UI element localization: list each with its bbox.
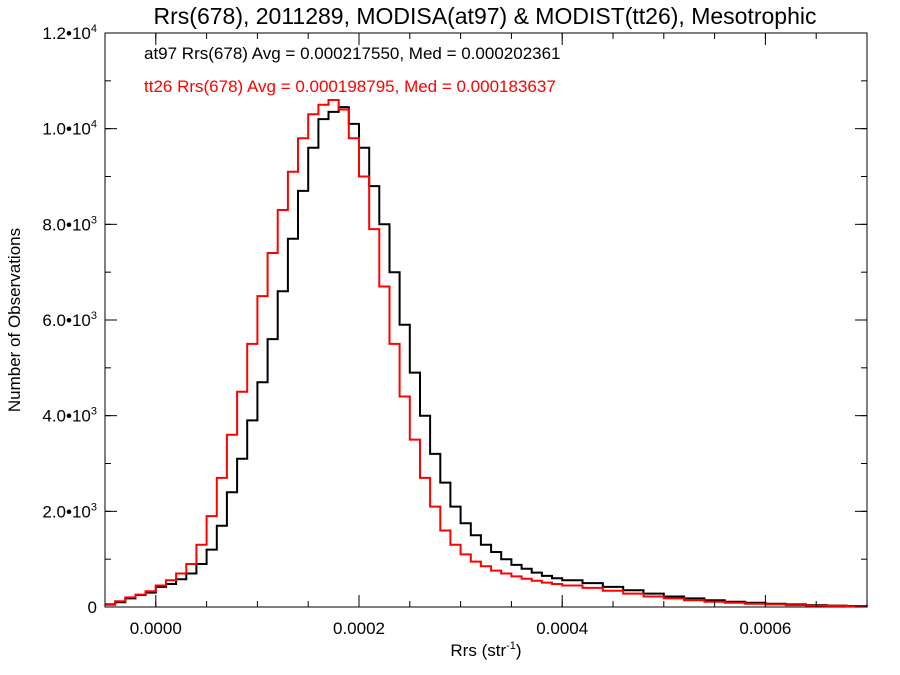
x-tick-label: 0.0002 xyxy=(333,619,385,638)
y-tick-labels: 0 2.0•103 4.0•103 6.0•103 8.0•103 1.0•104 1.2•… xyxy=(42,23,97,617)
series-layer xyxy=(105,99,868,608)
x-axis-label-sup: -1 xyxy=(506,640,516,652)
x-axis-label-base: Rrs (str xyxy=(450,641,506,660)
plot-frame xyxy=(104,32,868,608)
y-tick-label: 1.0•104 xyxy=(42,119,97,139)
plot-area xyxy=(104,32,868,608)
x-tick-labels: 0.0000 0.0002 0.0004 0.0006 xyxy=(130,619,792,638)
annotation-tt26: tt26 Rrs(678) Avg = 0.000198795, Med = 0… xyxy=(144,77,556,96)
series-line-1 xyxy=(105,99,868,608)
series-line-0 xyxy=(105,106,868,607)
y-tick-label: 8.0•103 xyxy=(42,214,97,234)
x-axis-label: Rrs (str-1) xyxy=(450,640,521,660)
tick-layer xyxy=(104,32,868,608)
y-tick-label: 2.0•103 xyxy=(42,501,97,521)
y-axis-label: Number of Observations xyxy=(5,228,24,412)
y-tick-label: 1.2•104 xyxy=(42,23,97,43)
y-tick-label: 6.0•103 xyxy=(42,310,97,330)
x-tick-label: 0.0006 xyxy=(739,619,791,638)
annotation-at97: at97 Rrs(678) Avg = 0.000217550, Med = 0… xyxy=(144,44,561,63)
x-axis-label-close: ) xyxy=(516,641,522,660)
x-tick-label: 0.0000 xyxy=(130,619,182,638)
y-tick-label: 4.0•103 xyxy=(42,406,97,426)
chart-title: Rrs(678), 2011289, MODISA(at97) & MODIST… xyxy=(154,3,817,29)
x-tick-label: 0.0004 xyxy=(536,619,588,638)
y-tick-label: 0 xyxy=(88,598,97,617)
